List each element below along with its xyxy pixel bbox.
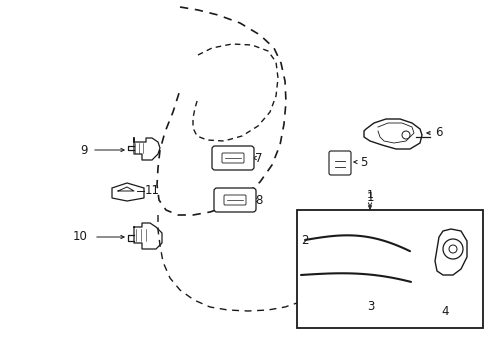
Bar (296, 210, 482, 328)
Text: 1: 1 (366, 191, 373, 204)
Polygon shape (363, 119, 421, 149)
Text: 4: 4 (440, 305, 448, 318)
Text: 10: 10 (73, 230, 88, 243)
Text: 11: 11 (145, 184, 160, 197)
Text: 7: 7 (254, 152, 262, 165)
FancyBboxPatch shape (328, 151, 350, 175)
FancyBboxPatch shape (222, 153, 244, 163)
FancyBboxPatch shape (212, 146, 253, 170)
Text: 9: 9 (81, 144, 88, 157)
Circle shape (442, 239, 462, 259)
Polygon shape (434, 229, 466, 275)
Circle shape (401, 131, 409, 139)
Text: 6: 6 (434, 126, 442, 139)
Text: 3: 3 (366, 300, 374, 313)
Text: 1: 1 (366, 190, 373, 200)
FancyBboxPatch shape (224, 195, 245, 205)
Text: 5: 5 (359, 156, 366, 168)
Text: 2: 2 (301, 234, 308, 247)
FancyBboxPatch shape (214, 188, 256, 212)
Polygon shape (112, 183, 143, 201)
Text: 8: 8 (254, 194, 262, 207)
Circle shape (448, 245, 456, 253)
